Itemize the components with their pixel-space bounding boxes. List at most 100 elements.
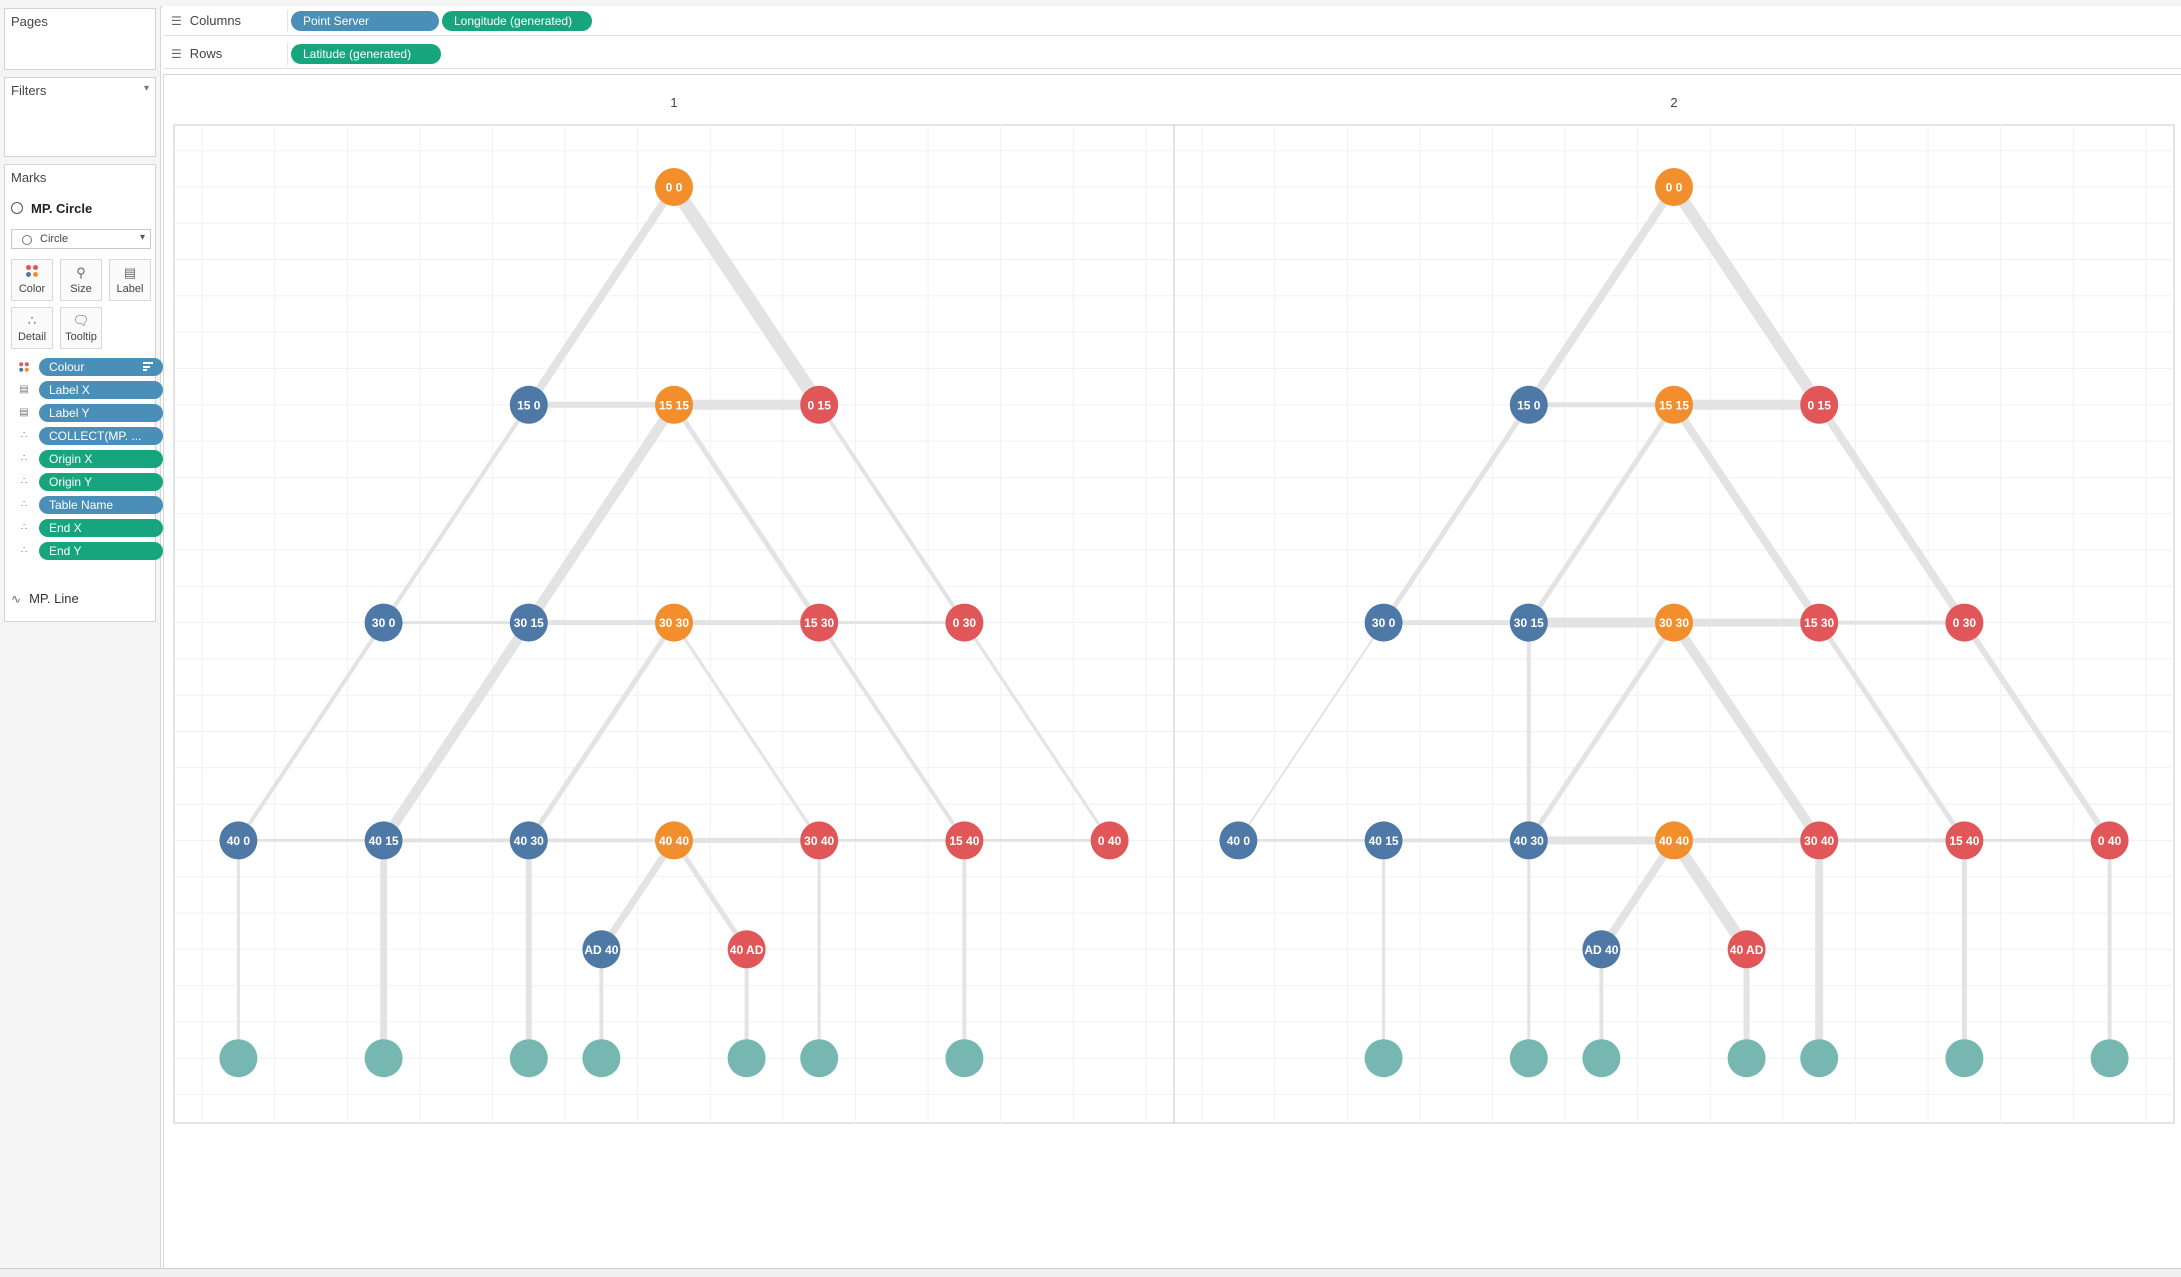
node-circle[interactable] [219,821,258,860]
node-circle[interactable] [582,930,621,969]
color-button[interactable]: Color [11,259,53,301]
terminal-node-circle[interactable] [1582,1039,1621,1078]
tooltip-button[interactable]: 🗨 Tooltip [60,307,102,349]
edge-line[interactable] [1669,619,1824,844]
detail-button[interactable]: ∴ Detail [11,307,53,349]
field-row-collect[interactable]: ∴ COLLECT(MP. ... [17,426,163,446]
node-circle[interactable] [655,168,693,206]
edge-line[interactable] [817,621,967,842]
field-row-label-x[interactable]: ▤ Label X [17,380,163,400]
field-row-colour[interactable]: Colour [17,357,163,377]
terminal-node-circle[interactable] [945,1039,984,1078]
node-circle[interactable] [1219,821,1258,860]
mark-type-dropdown[interactable]: Circle ▾ [11,229,151,249]
field-row-origin-y[interactable]: ∴ Origin Y [17,472,163,492]
field-pill-end-x[interactable]: End X [39,519,163,537]
terminal-node-circle[interactable] [582,1039,621,1078]
terminal-node-circle[interactable] [1800,1039,1839,1078]
node-circle[interactable] [509,385,548,424]
edge-line[interactable] [1237,622,1385,841]
node-circle[interactable] [1945,821,1984,860]
edge-line[interactable] [525,184,678,408]
rows-pill-latitude[interactable]: Latitude (generated) [291,44,441,64]
field-pill-end-y[interactable]: End Y [39,542,163,560]
node-circle[interactable] [655,821,693,860]
node-circle[interactable] [1582,930,1621,969]
size-button[interactable]: ⚲ Size [60,259,102,301]
terminal-node-circle[interactable] [364,1039,403,1078]
edge-line[interactable] [1817,621,1967,842]
terminal-node-circle[interactable] [1727,1039,1766,1078]
node-circle[interactable] [1945,603,1984,642]
edge-line[interactable] [1961,620,2113,843]
edge-line[interactable] [381,403,531,624]
node-circle[interactable] [364,603,403,642]
field-pill-colour[interactable]: Colour [39,358,163,376]
node-circle[interactable] [1800,603,1839,642]
node-circle[interactable] [1509,603,1548,642]
field-pill-table-name[interactable]: Table Name [39,496,163,514]
node-circle[interactable] [1800,821,1839,860]
edge-line[interactable] [236,621,386,842]
node-circle[interactable] [1090,821,1129,860]
edge-line[interactable] [1669,183,1825,409]
edge-line[interactable] [817,403,967,624]
terminal-node-circle[interactable] [1509,1039,1548,1078]
field-row-origin-x[interactable]: ∴ Origin X [17,449,163,469]
rows-shelf[interactable]: ☰ Rows Latitude (generated) [163,39,2181,69]
marks-layer-circle[interactable]: MP. Circle [11,201,92,216]
node-circle[interactable] [1509,821,1548,860]
viz-canvas[interactable]: 1 0 0 15 0 15 15 0 15 30 0 30 15 30 30 15 30 0 30… [164,75,2180,1267]
field-row-label-y[interactable]: ▤ Label Y [17,403,163,423]
edge-line[interactable] [1526,403,1677,624]
edge-line[interactable] [671,839,749,951]
edge-line[interactable] [526,621,677,842]
edge-line[interactable] [1669,837,1752,953]
node-circle[interactable] [800,603,839,642]
node-circle[interactable] [1655,168,1693,206]
node-circle[interactable] [655,385,693,424]
terminal-node-circle[interactable] [219,1039,258,1078]
node-circle[interactable] [1655,385,1693,424]
node-circle[interactable] [945,603,984,642]
edge-line[interactable] [1381,403,1531,624]
node-circle[interactable] [800,821,839,860]
edge-line[interactable] [668,183,826,409]
field-row-end-y[interactable]: ∴ End Y [17,541,163,561]
node-circle[interactable] [1364,821,1403,860]
edge-line[interactable] [1598,838,1678,952]
field-pill-origin-x[interactable]: Origin X [39,450,163,468]
terminal-node-circle[interactable] [1364,1039,1403,1078]
field-pill-label-x[interactable]: Label X [39,381,163,399]
edge-line[interactable] [1526,621,1677,842]
field-row-table-name[interactable]: ∴ Table Name [17,495,163,515]
terminal-node-circle[interactable] [1945,1039,1984,1078]
terminal-node-circle[interactable] [800,1039,839,1078]
node-circle[interactable] [1655,821,1693,860]
pages-card[interactable]: Pages [4,8,156,70]
chevron-down-icon[interactable]: ▾ [143,83,149,94]
node-circle[interactable] [655,603,693,642]
field-pill-collect[interactable]: COLLECT(MP. ... [39,427,163,445]
edge-line[interactable] [963,621,1111,842]
edge-line[interactable] [672,621,821,842]
terminal-node-circle[interactable] [727,1039,766,1078]
viz-view[interactable]: 1 0 0 15 0 15 15 0 15 30 0 30 15 30 30 15 30 0 30… [163,74,2181,1268]
edge-line[interactable] [379,619,533,844]
node-circle[interactable] [727,930,766,969]
columns-pill-longitude[interactable]: Longitude (generated) [442,11,592,31]
node-circle[interactable] [1727,930,1766,969]
marks-layer-line[interactable]: ∿ MP. Line [11,591,79,606]
terminal-node-circle[interactable] [509,1039,548,1078]
field-pill-origin-y[interactable]: Origin Y [39,473,163,491]
node-circle[interactable] [2090,821,2129,860]
node-circle[interactable] [945,821,984,860]
node-circle[interactable] [509,603,548,642]
field-pill-label-y[interactable]: Label Y [39,404,163,422]
node-circle[interactable] [509,821,548,860]
node-circle[interactable] [1655,603,1693,642]
filters-card[interactable]: Filters ▾ [4,77,156,157]
edge-line[interactable] [1525,184,1678,408]
edge-line[interactable] [598,838,677,952]
label-button[interactable]: ▤ Label [109,259,151,301]
